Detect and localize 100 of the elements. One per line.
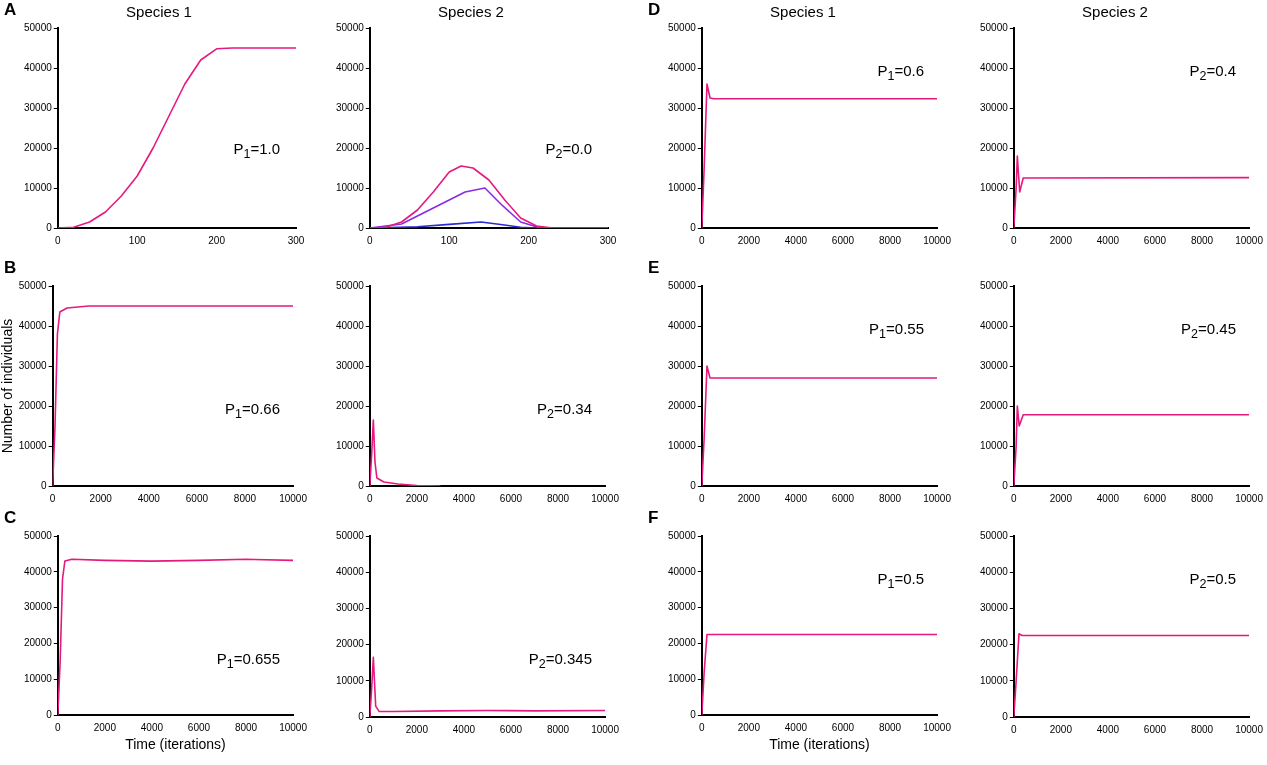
x-tick-label: 0 [367, 234, 374, 246]
x-tick-label: 4000 [1096, 234, 1120, 246]
x-tick-label: 8000 [233, 492, 257, 504]
annotation: P$_{2}$=0.345 [528, 650, 592, 671]
y-tick-label: 50000 [980, 279, 1009, 291]
y-tick-label: 50000 [336, 279, 365, 291]
x-tick-label: 4000 [452, 723, 476, 735]
y-tick-label: 0 [690, 708, 697, 720]
text: D [648, 0, 661, 20]
x-tick-label: 10000 [279, 721, 308, 733]
x-tick-label: 2000 [1049, 723, 1073, 735]
y-tick-label: 50000 [668, 529, 697, 541]
y-tick-label: 50000 [980, 529, 1009, 541]
y-tick-label: 0 [46, 708, 53, 720]
y-tick-label: 30000 [668, 101, 697, 113]
x-tick-label: 100 [440, 234, 458, 246]
y-tick-label: 30000 [24, 601, 53, 613]
y-tick-label: 50000 [336, 529, 365, 541]
x-tick-label: 10000 [923, 492, 952, 504]
x-tick-label: 10000 [923, 721, 952, 733]
y-tick-label: 20000 [980, 141, 1009, 153]
y-tick-label: 40000 [668, 319, 697, 331]
y-tick-label: 20000 [668, 399, 697, 411]
y-tick-label: 10000 [668, 439, 697, 451]
y-tick-label: 50000 [24, 21, 53, 33]
y-tick-label: 40000 [668, 565, 697, 577]
y-tick-label: 0 [358, 479, 365, 491]
x-tick-label: 4000 [1096, 723, 1120, 735]
y-tick-label: 40000 [24, 61, 53, 73]
x-tick-label: 200 [520, 234, 538, 246]
x-tick-label: 0 [55, 721, 62, 733]
y-tick-label: 10000 [336, 181, 365, 193]
x-tick-label: 2000 [93, 721, 117, 733]
y-tick-label: 0 [358, 710, 365, 722]
x-tick-label: 4000 [784, 721, 808, 733]
x-tick-label: 2000 [737, 234, 761, 246]
y-tick-label: 40000 [980, 565, 1009, 577]
x-tick-label: 10000 [279, 492, 308, 504]
annotation: P$_{2}$=0.5 [1189, 570, 1236, 591]
x-axis-title: Time (iterations) [769, 736, 870, 753]
y-tick-label: 40000 [980, 319, 1009, 331]
chart-title: Species 2 [1082, 3, 1148, 21]
x-tick-label: 8000 [878, 492, 902, 504]
x-tick-label: 2000 [1049, 492, 1073, 504]
y-tick-label: 0 [690, 479, 697, 491]
y-tick-label: 40000 [980, 61, 1009, 73]
y-tick-label: 10000 [980, 439, 1009, 451]
y-axis-title: Number of individuals [0, 318, 16, 454]
y-tick-label: 0 [46, 221, 53, 233]
chart-title: Species 2 [438, 3, 504, 21]
annotation: P$_{1}$=0.6 [877, 62, 924, 83]
annotation: P$_{1}$=0.5 [877, 570, 924, 591]
y-tick-label: 30000 [980, 101, 1009, 113]
x-tick-label: 6000 [499, 492, 523, 504]
x-axis-title: Time (iterations) [125, 736, 226, 753]
x-tick-label: 6000 [185, 492, 209, 504]
x-tick-label: 200 [208, 234, 226, 246]
y-tick-label: 50000 [24, 529, 53, 541]
annotation: P$_{2}$=0.34 [537, 400, 592, 421]
y-tick-label: 0 [690, 221, 697, 233]
x-tick-label: 300 [287, 234, 305, 246]
x-tick-label: 2000 [1049, 234, 1073, 246]
y-tick-label: 10000 [336, 674, 365, 686]
x-tick-label: 0 [699, 721, 706, 733]
x-tick-label: 8000 [1190, 723, 1214, 735]
y-tick-label: 10000 [24, 181, 53, 193]
y-tick-label: 30000 [336, 359, 365, 371]
annotation: P$_{1}$=1.0 [233, 140, 280, 161]
x-tick-label: 2000 [737, 492, 761, 504]
x-tick-label: 10000 [923, 234, 952, 246]
x-tick-label: 6000 [1143, 723, 1167, 735]
x-tick-label: 0 [367, 492, 374, 504]
y-tick-label: 10000 [336, 439, 365, 451]
y-tick-label: 40000 [24, 565, 53, 577]
x-tick-label: 10000 [1235, 234, 1264, 246]
y-tick-label: 20000 [668, 637, 697, 649]
x-tick-label: 2000 [405, 492, 429, 504]
x-tick-label: 100 [128, 234, 146, 246]
x-tick-label: 4000 [1096, 492, 1120, 504]
x-tick-label: 0 [1011, 234, 1018, 246]
chart-title: Species 1 [126, 3, 192, 21]
x-tick-label: 6000 [831, 234, 855, 246]
y-tick-label: 40000 [18, 319, 48, 331]
x-tick-label: 0 [367, 723, 374, 735]
y-tick-label: 10000 [24, 673, 53, 685]
annotation: P$_{1}$=0.66 [225, 400, 280, 421]
y-tick-label: 30000 [980, 359, 1009, 371]
y-tick-label: 50000 [668, 279, 697, 291]
x-tick-label: 6000 [831, 492, 855, 504]
x-tick-label: 0 [1011, 492, 1018, 504]
y-tick-label: 10000 [668, 181, 697, 193]
y-tick-label: 40000 [336, 565, 365, 577]
y-tick-label: 20000 [668, 141, 697, 153]
y-tick-label: 20000 [24, 141, 53, 153]
y-tick-label: 10000 [668, 673, 697, 685]
y-tick-label: 30000 [668, 601, 697, 613]
x-tick-label: 6000 [187, 721, 211, 733]
x-tick-label: 8000 [1190, 492, 1214, 504]
x-tick-label: 6000 [499, 723, 523, 735]
y-tick-label: 50000 [668, 21, 697, 33]
